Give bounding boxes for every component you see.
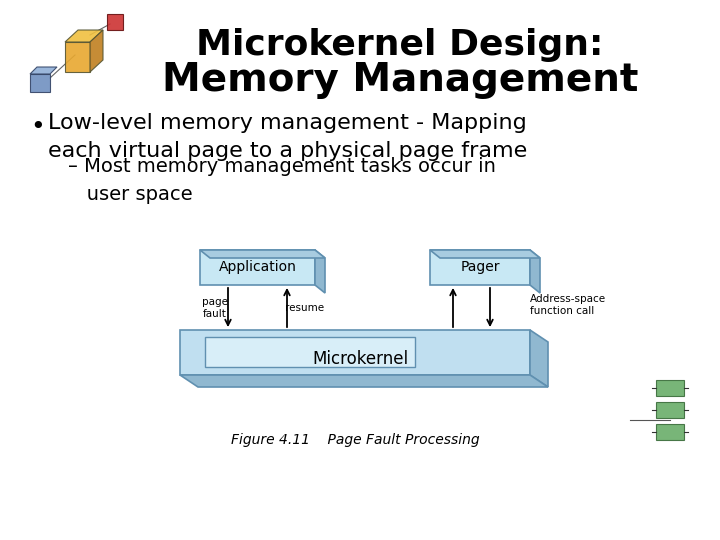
Polygon shape	[430, 250, 540, 258]
Polygon shape	[65, 42, 90, 72]
Polygon shape	[530, 250, 540, 293]
Polygon shape	[30, 67, 57, 74]
Text: Address-space
function call: Address-space function call	[530, 294, 606, 316]
Polygon shape	[200, 250, 325, 258]
Polygon shape	[90, 30, 103, 72]
Polygon shape	[200, 250, 315, 285]
Text: Microkernel: Microkernel	[312, 350, 408, 368]
Text: Microkernel Design:: Microkernel Design:	[197, 28, 603, 62]
Text: •: •	[30, 115, 45, 139]
Text: Pager: Pager	[460, 260, 500, 274]
Polygon shape	[656, 424, 684, 440]
Polygon shape	[65, 30, 103, 42]
Polygon shape	[530, 330, 548, 387]
Polygon shape	[180, 330, 530, 375]
Polygon shape	[180, 375, 548, 387]
Polygon shape	[107, 14, 123, 30]
Polygon shape	[205, 337, 415, 367]
Text: resume: resume	[285, 303, 325, 313]
Polygon shape	[656, 402, 684, 418]
Polygon shape	[315, 250, 325, 293]
Polygon shape	[656, 380, 684, 396]
Text: – Most memory management tasks occur in
   user space: – Most memory management tasks occur in …	[68, 157, 496, 204]
Text: Application: Application	[219, 260, 297, 274]
Text: page
fault: page fault	[202, 297, 228, 319]
Text: Memory Management: Memory Management	[162, 61, 638, 99]
Text: Low-level memory management - Mapping
each virtual page to a physical page frame: Low-level memory management - Mapping ea…	[48, 113, 527, 161]
Polygon shape	[30, 74, 50, 92]
Text: Figure 4.11    Page Fault Processing: Figure 4.11 Page Fault Processing	[230, 433, 480, 447]
Polygon shape	[430, 250, 530, 285]
